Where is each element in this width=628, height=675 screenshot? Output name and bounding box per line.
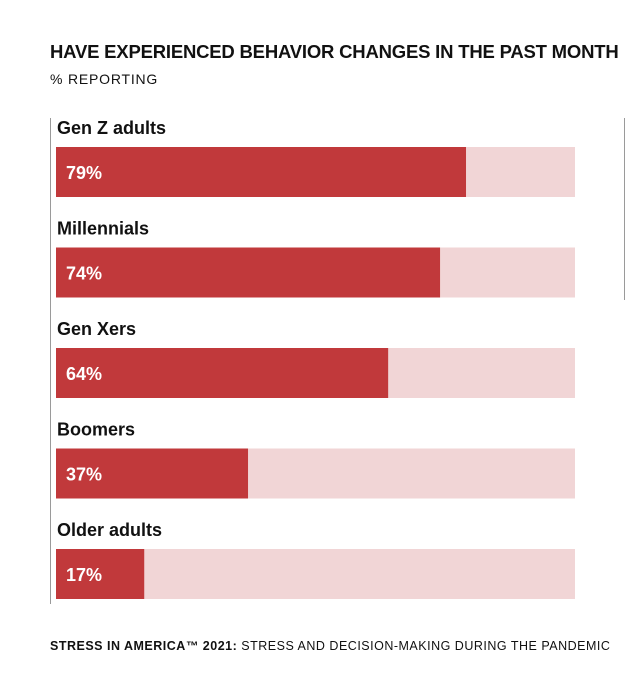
bar-value-label: 74% (66, 264, 102, 284)
bar (56, 147, 467, 197)
chart-subtitle: % REPORTING (50, 71, 159, 87)
bar-value-label: 37% (66, 465, 102, 485)
bar (56, 247, 441, 298)
category-label: Older adults (57, 520, 162, 540)
bar-chart: Gen Z adults 79% Millennials 74% Gen Xers 64%… (56, 118, 575, 599)
bar-value-label: 64% (66, 364, 102, 384)
category-label: Millennials (57, 219, 149, 239)
frame-line-right (624, 118, 625, 300)
source-footer-rest: STRESS AND DECISION-MAKING DURING THE PA… (241, 639, 611, 653)
category-label: Gen Xers (57, 319, 136, 339)
source-footer-bold: STRESS IN AMERICA™ 2021: (50, 639, 238, 653)
bar-value-label: 79% (66, 163, 102, 183)
bar (56, 448, 249, 499)
frame-line-left (50, 118, 51, 604)
chart-title: HAVE EXPERIENCED BEHAVIOR CHANGES IN THE… (50, 41, 619, 62)
source-footer: STRESS IN AMERICA™ 2021: STRESS AND DECI… (50, 638, 610, 654)
bar-value-label: 17% (66, 565, 102, 585)
category-label: Boomers (57, 420, 135, 440)
bar (56, 549, 145, 599)
category-label: Gen Z adults (57, 118, 166, 138)
bar (56, 348, 389, 398)
